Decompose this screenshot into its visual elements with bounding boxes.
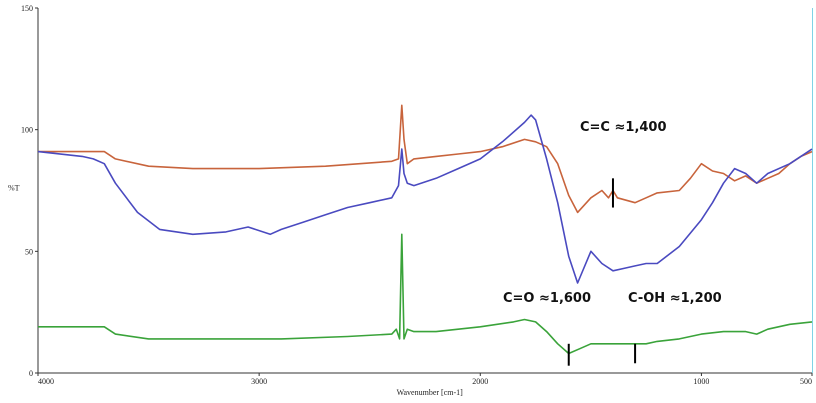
series-line-1 bbox=[38, 104, 813, 214]
series-line-3 bbox=[38, 233, 813, 355]
peak-annotation: C-OH ≈1,200 bbox=[628, 291, 722, 306]
x-tick-label: 3000 bbox=[251, 377, 267, 386]
marker-layer bbox=[567, 178, 637, 366]
peak-annotation: C=C ≈1,400 bbox=[580, 120, 667, 135]
x-tick-label: 2000 bbox=[472, 377, 488, 386]
y-tick-label: 100 bbox=[21, 126, 33, 135]
x-axis-label: Wavenumber [cm-1] bbox=[397, 388, 464, 397]
peak-annotation: C=O ≈1,600 bbox=[503, 291, 591, 306]
y-tick-label: 150 bbox=[21, 4, 33, 13]
x-tick-label: 4000 bbox=[38, 377, 54, 386]
x-tick-label: 1000 bbox=[693, 377, 709, 386]
series-line-2 bbox=[37, 114, 813, 284]
x-tick-label: 500 bbox=[800, 377, 812, 386]
y-tick-label: 0 bbox=[29, 369, 33, 378]
y-axis-label: %T bbox=[8, 184, 20, 193]
annotation-layer: C=C ≈1,400 C=O ≈1,600 C-OH ≈1,200 bbox=[503, 120, 722, 306]
series-layer bbox=[37, 104, 813, 355]
y-tick-label: 50 bbox=[25, 247, 33, 256]
